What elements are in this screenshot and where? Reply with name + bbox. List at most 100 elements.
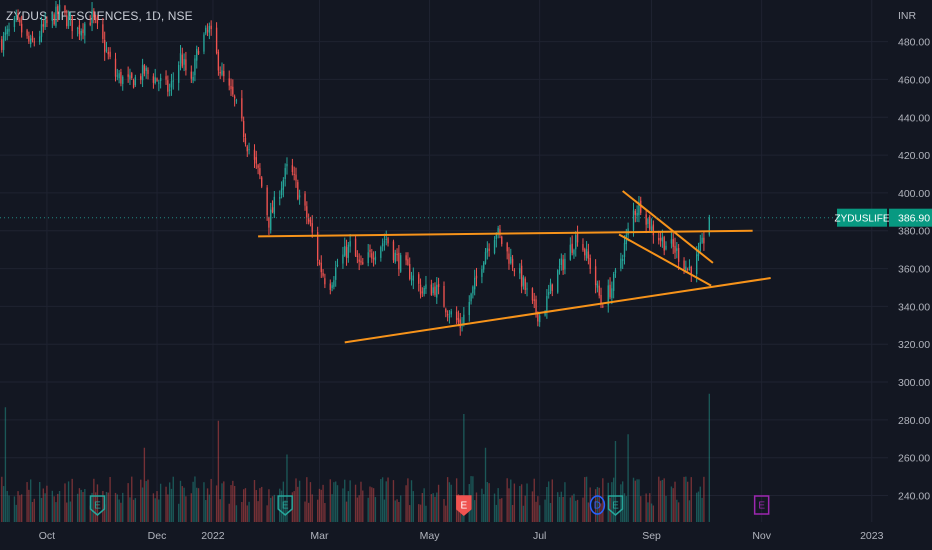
volume-bar [295, 478, 297, 522]
candle-body [562, 259, 564, 270]
candle-body [607, 285, 609, 306]
volume-bar [524, 495, 526, 522]
candle-body [297, 182, 299, 200]
volume-bar [271, 496, 274, 522]
candle-body [564, 258, 566, 270]
candle-body [587, 251, 590, 259]
volume-bar [192, 481, 194, 522]
event-label: E [612, 501, 619, 512]
volume-bar [342, 488, 344, 522]
candle-body [230, 86, 232, 90]
candle-body [549, 282, 552, 293]
volume-bar [82, 492, 84, 522]
candle-body [392, 241, 395, 261]
candle-body [450, 311, 452, 315]
volume-bar [665, 495, 667, 522]
volume-bar [248, 501, 250, 522]
candle-body [557, 270, 559, 293]
candle-body [640, 200, 642, 213]
volume-bar [94, 492, 97, 522]
volume-bar [306, 477, 308, 522]
volume-bar [196, 487, 198, 522]
volume-bar [614, 441, 617, 522]
candle-body [40, 24, 43, 37]
candle-body [94, 17, 97, 20]
candle-body [356, 255, 359, 258]
candle-body [658, 237, 660, 241]
candle-body [602, 306, 604, 308]
event-label: E [282, 501, 289, 512]
volume-bar [645, 493, 647, 522]
volume-bar [30, 479, 32, 522]
candle-body [535, 299, 537, 313]
volume-bar [380, 479, 382, 522]
candle-body [513, 270, 516, 272]
candle-body [612, 273, 615, 291]
earnings-marker: E [456, 495, 472, 516]
volume-bar [432, 493, 434, 522]
candle-body [284, 168, 286, 179]
volume-bar [93, 478, 95, 522]
volume-bar [446, 477, 449, 522]
candle-body [409, 264, 411, 279]
volume-bar [495, 504, 498, 522]
volume-bar [279, 488, 281, 522]
candle-body [156, 78, 158, 81]
volume-bar [674, 481, 676, 522]
candle-body [663, 237, 665, 251]
candle-body [205, 27, 207, 34]
volume-bar [576, 499, 579, 522]
candle-body [257, 165, 259, 168]
candle-body [524, 278, 526, 291]
volume-bar [235, 505, 238, 522]
candle-body [295, 174, 297, 181]
candle-body [57, 6, 59, 14]
volume-bar [244, 488, 247, 522]
volume-bar [486, 482, 488, 522]
candle-body [84, 23, 86, 36]
candle-body [419, 284, 422, 295]
volume-bar [612, 477, 615, 522]
volume-bar [66, 502, 68, 522]
volume-bar [569, 497, 572, 522]
volume-bar [638, 479, 640, 522]
volume-bar [419, 504, 422, 522]
candle-body [44, 18, 46, 28]
candle-body [367, 252, 369, 263]
volume-bar [309, 482, 312, 522]
candle-body [51, 13, 54, 21]
volume-bar [345, 501, 348, 522]
volume-bar [51, 490, 54, 522]
candle-body [374, 256, 377, 261]
candle-body [306, 206, 308, 218]
candle-body [154, 77, 156, 83]
event-label: E [758, 501, 765, 512]
candle-body [253, 149, 256, 160]
candle-body [558, 266, 561, 268]
candle-body [114, 58, 117, 77]
volume-bar [672, 488, 674, 522]
candle-body [261, 177, 263, 187]
price-tick-label: 460.00 [898, 74, 930, 86]
candle-body [170, 81, 173, 88]
candle-body [15, 15, 17, 17]
event-label: E [461, 501, 468, 512]
last-price-tag [889, 208, 932, 227]
price-tick-label: 340.00 [898, 301, 930, 313]
volume-bar [210, 478, 212, 522]
volume-bar [78, 488, 81, 522]
volume-bar [168, 482, 171, 522]
price-tick-label: 300.00 [898, 377, 930, 389]
candle-body [82, 29, 84, 33]
candle-body [398, 252, 400, 270]
volume-bar [582, 497, 584, 522]
candle-body [4, 32, 7, 36]
candle-body [354, 238, 357, 256]
volume-bar [560, 491, 562, 522]
volume-bar [132, 499, 135, 522]
candle-body [134, 77, 137, 85]
volume-bar [699, 486, 701, 522]
earnings-icon [89, 495, 106, 516]
candle-body [423, 287, 425, 295]
